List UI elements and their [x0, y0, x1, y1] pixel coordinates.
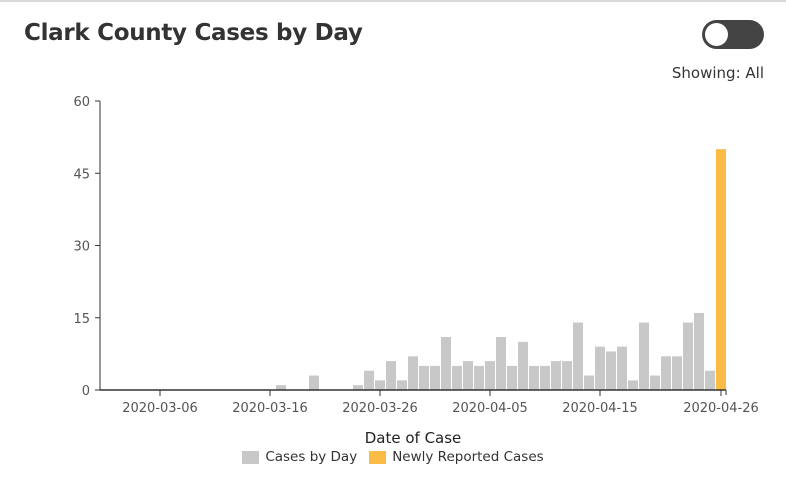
toggle-knob — [705, 23, 728, 46]
x-tick-label: 2020-03-06 — [122, 401, 198, 416]
bar — [485, 361, 495, 390]
legend-swatch-orange — [369, 450, 387, 464]
page-title: Clark County Cases by Day — [24, 20, 363, 46]
bar — [463, 361, 473, 390]
bar — [397, 380, 407, 390]
y-tick-label: 60 — [73, 95, 90, 110]
bar — [309, 375, 319, 390]
bar — [595, 346, 605, 390]
bar — [540, 365, 550, 390]
bar — [661, 356, 671, 390]
bar — [496, 337, 506, 390]
x-axis-title: Date of Case — [365, 429, 462, 447]
bar — [551, 361, 561, 390]
legend-label: Newly Reported Cases — [392, 449, 544, 465]
x-tick-label: 2020-04-15 — [562, 401, 638, 416]
legend-item-newly-reported[interactable]: Newly Reported Cases — [369, 449, 544, 465]
bar — [672, 356, 682, 390]
y-tick-label: 0 — [82, 384, 90, 399]
y-tick-label: 15 — [73, 312, 90, 327]
bar — [353, 385, 363, 390]
bar — [408, 356, 418, 390]
legend-label: Cases by Day — [265, 449, 358, 465]
bar — [419, 365, 429, 390]
bar — [507, 365, 517, 390]
bar — [529, 365, 539, 390]
bar — [683, 322, 693, 390]
bar — [364, 370, 374, 390]
bar — [441, 337, 451, 390]
bar — [694, 312, 704, 390]
bar — [386, 361, 396, 390]
legend: Cases by Day Newly Reported Cases — [0, 449, 786, 465]
bar — [716, 149, 726, 390]
bar — [562, 361, 572, 390]
bar — [276, 385, 286, 390]
bar — [639, 322, 649, 390]
bar — [452, 365, 462, 390]
bar — [584, 375, 594, 390]
bar — [650, 375, 660, 390]
x-tick-label: 2020-04-05 — [452, 401, 528, 416]
x-tick-label: 2020-03-16 — [232, 401, 308, 416]
legend-swatch-gray — [242, 450, 260, 464]
bar — [518, 341, 528, 390]
bar — [430, 365, 440, 390]
bar — [474, 365, 484, 390]
top-border — [0, 0, 786, 2]
showing-label: Showing: All — [671, 64, 764, 82]
y-tick-label: 30 — [73, 240, 90, 255]
legend-item-cases-by-day[interactable]: Cases by Day — [242, 449, 357, 465]
x-tick-label: 2020-03-26 — [342, 401, 418, 416]
bar — [705, 370, 715, 390]
bar — [617, 346, 627, 390]
bar — [628, 380, 638, 390]
bar — [573, 322, 583, 390]
y-tick-label: 45 — [73, 167, 90, 182]
bar — [375, 380, 385, 390]
filter-toggle[interactable] — [702, 20, 764, 49]
bar — [606, 351, 616, 390]
x-tick-label: 2020-04-26 — [683, 401, 759, 416]
